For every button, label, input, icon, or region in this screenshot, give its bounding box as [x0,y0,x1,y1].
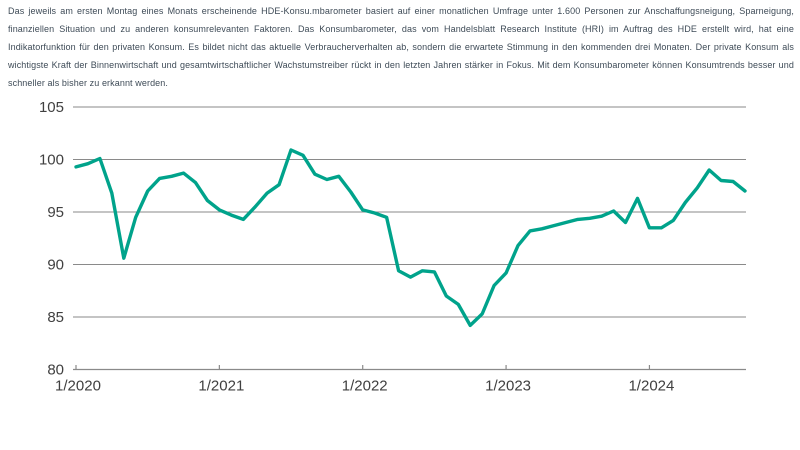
x-tick-label: 1/2024 [628,378,674,395]
y-tick-label: 80 [47,362,64,379]
y-tick-label: 95 [47,204,64,221]
intro-text: Das jeweils am ersten Montag eines Monat… [8,6,794,88]
x-tick-label: 1/2023 [485,378,531,395]
gridlines [73,106,746,318]
x-axis [73,365,746,371]
konsumbarometer-series-line [74,148,747,328]
y-tick-label: 105 [39,99,64,116]
y-tick-label: 90 [47,257,64,274]
data-series [74,148,747,328]
x-tick-label: 1/2020 [55,378,101,395]
axis-labels: 105 100 95 90 85 801/2020 1/2021 1/2022 1/2023 1/… [39,99,674,395]
x-tick-label: 1/2021 [198,378,244,395]
x-tick-label: 1/2022 [342,378,388,395]
y-tick-label: 85 [47,309,64,326]
y-tick-label: 100 [39,152,64,169]
